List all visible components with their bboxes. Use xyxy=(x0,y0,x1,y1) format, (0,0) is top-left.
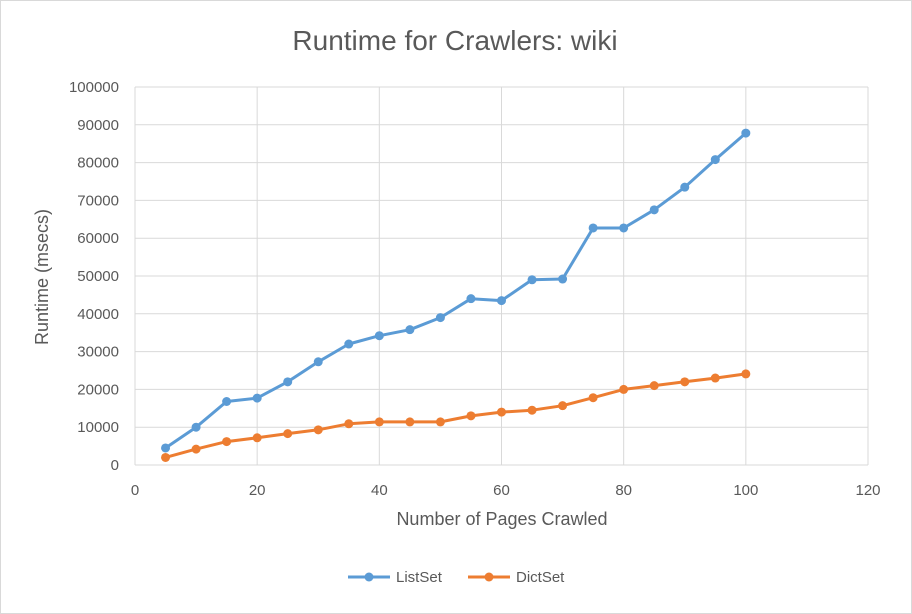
dictset-point xyxy=(527,405,537,415)
listset-point xyxy=(405,325,415,335)
listset-point xyxy=(527,275,537,285)
dictset-point xyxy=(588,393,598,403)
listset-point xyxy=(191,422,201,432)
dictset-point xyxy=(680,377,690,387)
y-tick-label: 100000 xyxy=(69,79,119,96)
dictset-point xyxy=(741,369,751,379)
listset-point xyxy=(588,223,598,233)
listset-point xyxy=(497,296,506,306)
chart-title: Runtime for Crawlers: wiki xyxy=(292,25,617,56)
x-tick-label: 60 xyxy=(493,482,510,499)
dictset-point xyxy=(466,411,476,421)
dictset-point xyxy=(222,437,232,447)
y-tick-label: 0 xyxy=(111,457,119,474)
dictset-point xyxy=(191,444,201,454)
legend-dictset-marker xyxy=(484,572,494,582)
listset-point xyxy=(252,393,262,403)
x-axis-title: Number of Pages Crawled xyxy=(396,509,607,529)
listset-point xyxy=(283,377,293,387)
listset-point xyxy=(619,223,629,233)
x-tick-label: 80 xyxy=(615,482,632,499)
legend-listset-label: ListSet xyxy=(396,569,443,586)
dictset-point xyxy=(313,425,323,435)
series-layer xyxy=(161,128,751,462)
listset-line xyxy=(164,131,747,450)
dictset-point xyxy=(161,452,171,462)
dictset-point xyxy=(435,417,445,427)
dictset-point xyxy=(252,433,262,443)
listset-point xyxy=(466,294,476,304)
dictset-point xyxy=(283,429,293,439)
y-tick-label: 60000 xyxy=(77,230,119,247)
y-tick-label: 80000 xyxy=(77,155,119,172)
grid xyxy=(134,86,869,466)
y-tick-label: 40000 xyxy=(77,306,119,323)
y-tick-labels: 0 10000 20000 30000 40000 50000 60000 70000 8000… xyxy=(69,79,119,474)
x-tick-labels: 0 20 40 60 80 100 120 xyxy=(131,482,881,499)
dictset-point xyxy=(344,419,354,429)
dictset-line xyxy=(165,372,747,459)
y-tick-label: 20000 xyxy=(77,381,119,398)
listset-point xyxy=(741,128,751,138)
x-tick-label: 20 xyxy=(249,482,266,499)
listset-point xyxy=(313,357,323,367)
y-tick-label: 50000 xyxy=(77,268,119,285)
listset-point xyxy=(222,396,232,406)
legend-listset-marker xyxy=(364,572,374,582)
y-tick-label: 70000 xyxy=(77,192,119,209)
dictset-point xyxy=(619,384,629,394)
dictset-point xyxy=(649,381,659,391)
y-tick-label: 10000 xyxy=(77,419,119,436)
dictset-point xyxy=(558,401,568,411)
y-axis-title: Runtime (msecs) xyxy=(32,209,52,345)
y-tick-label: 30000 xyxy=(77,344,119,361)
x-tick-label: 0 xyxy=(131,482,139,499)
legend: ListSet DictSet xyxy=(348,569,565,586)
listset-point xyxy=(680,182,690,192)
y-tick-label: 90000 xyxy=(77,117,119,134)
listset-point xyxy=(558,274,568,284)
listset-point xyxy=(435,313,445,323)
legend-dictset-label: DictSet xyxy=(516,569,565,586)
dictset-point xyxy=(710,373,720,383)
x-tick-label: 40 xyxy=(371,482,388,499)
x-tick-label: 120 xyxy=(855,482,880,499)
x-tick-label: 100 xyxy=(733,482,758,499)
listset-point xyxy=(344,339,354,349)
listset-point xyxy=(374,331,384,341)
dictset-point xyxy=(497,407,506,417)
dictset-point xyxy=(374,417,384,427)
listset-point xyxy=(161,443,171,453)
dictset-point xyxy=(405,417,415,427)
listset-point xyxy=(649,205,659,215)
listset-point xyxy=(710,155,720,165)
